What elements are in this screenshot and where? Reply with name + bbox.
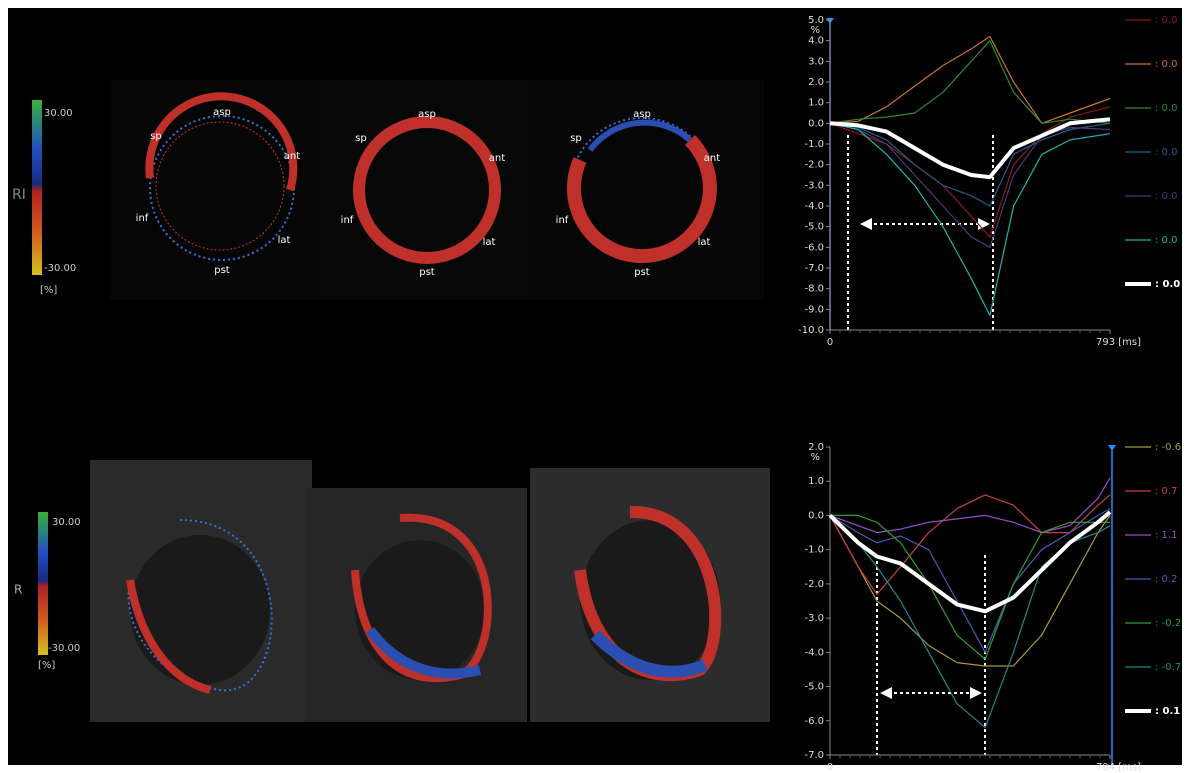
top-images — [110, 80, 764, 300]
segment-label: ant — [284, 151, 300, 162]
segment-label: sp — [150, 131, 162, 142]
y-tick-label: -2.0 — [804, 579, 824, 590]
legend-label: : 0.0 — [1155, 103, 1177, 114]
segment-label: pst — [214, 265, 230, 276]
x-tick-label: 0 — [827, 337, 833, 348]
y-tick-label: -2.0 — [804, 160, 824, 171]
legend-label: : 0.0 — [1155, 15, 1177, 26]
y-tick-label: -7.0 — [804, 750, 824, 761]
segment-label: lat — [483, 237, 496, 248]
colorbar-unit: [%] — [40, 285, 57, 296]
y-tick-label: 4.0 — [808, 36, 824, 47]
y-tick-label: -3.0 — [804, 613, 824, 624]
y-tick-label: -9.0 — [804, 304, 824, 315]
segment-label: pst — [634, 267, 650, 278]
y-tick-label: -5.0 — [804, 682, 824, 693]
colorbar-max: 30.00 — [52, 517, 81, 528]
legend-label: : -0.6 — [1155, 442, 1181, 453]
x-tick-label: 793 [ms] — [1096, 337, 1141, 348]
segment-label: asp — [213, 107, 231, 118]
segment-label: inf — [136, 213, 149, 224]
legend-label: : 0.0 — [1155, 147, 1177, 158]
segment-label: sp — [355, 133, 367, 144]
page: 30.00 -30.00 [%] RI 30.00 -30.00 [%] R s… — [0, 0, 1190, 773]
colorbar-label: RI — [12, 187, 26, 203]
y-tick-label: 3.0 — [808, 56, 824, 67]
y-unit: % — [810, 452, 820, 463]
legend-label: : 0.2 — [1155, 574, 1177, 585]
y-tick-label: 1.0 — [808, 98, 824, 109]
segment-label: ant — [489, 153, 505, 164]
y-tick-label: -5.0 — [804, 222, 824, 233]
segment-label: lat — [278, 235, 291, 246]
segment-label: ant — [704, 153, 720, 164]
y-tick-label: 0.0 — [808, 118, 824, 129]
y-tick-label: -6.0 — [804, 716, 824, 727]
segment-label: sp — [570, 133, 582, 144]
colorbar-min: -30.00 — [48, 643, 80, 654]
y-tick-label: -8.0 — [804, 284, 824, 295]
y-tick-label: -4.0 — [804, 201, 824, 212]
colorbar-max: 30.00 — [44, 108, 73, 119]
legend-label: : 1.1 — [1155, 530, 1177, 541]
colorbar — [32, 100, 42, 275]
y-unit: % — [810, 25, 820, 36]
legend-label: : 0.0 — [1155, 191, 1177, 202]
segment-label: pst — [419, 267, 435, 278]
y-tick-label: 2.0 — [808, 77, 824, 88]
y-tick-label: -10.0 — [798, 325, 824, 336]
legend-label: : -0.2 — [1155, 618, 1181, 629]
y-tick-label: 0.0 — [808, 510, 824, 521]
y-tick-label: 1.0 — [808, 476, 824, 487]
colorbar — [38, 512, 48, 655]
legend-label: : 0.7 — [1155, 486, 1177, 497]
y-tick-label: -6.0 — [804, 242, 824, 253]
y-tick-label: -1.0 — [804, 545, 824, 556]
legend-label: : -0.7 — [1155, 662, 1181, 673]
legend-label: : 0.0 — [1155, 235, 1177, 246]
y-tick-label: -3.0 — [804, 180, 824, 191]
segment-label: lat — [698, 237, 711, 248]
y-tick-label: -4.0 — [804, 647, 824, 658]
colorbar-min: -30.00 — [44, 263, 76, 274]
segment-label: inf — [556, 215, 569, 226]
segment-label: asp — [633, 109, 651, 120]
segment-label: asp — [418, 109, 436, 120]
screen: 30.00 -30.00 [%] RI 30.00 -30.00 [%] R s… — [0, 0, 1190, 773]
y-tick-label: -7.0 — [804, 263, 824, 274]
x-tick-label: 794 [ms] — [1096, 762, 1141, 773]
legend-label: : 0.0 — [1155, 59, 1177, 70]
legend-label: : 0.1 — [1155, 706, 1180, 717]
segment-label: inf — [341, 215, 354, 226]
colorbar-label: R — [14, 583, 22, 597]
colorbar-unit: [%] — [38, 660, 55, 671]
x-tick-label: 0 — [827, 762, 833, 773]
y-tick-label: -1.0 — [804, 139, 824, 150]
legend-label: : 0.0 — [1155, 279, 1180, 290]
